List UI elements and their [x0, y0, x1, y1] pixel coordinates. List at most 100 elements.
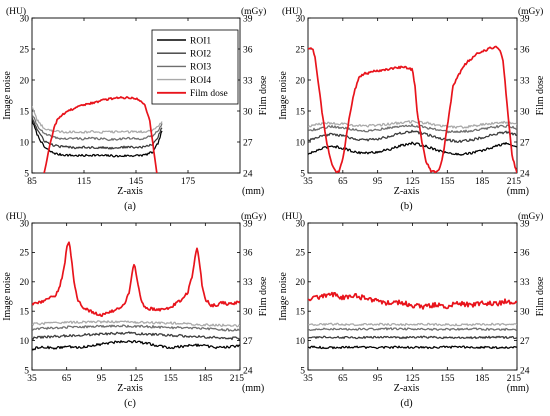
y2-tick-label: 24 [243, 169, 253, 179]
y2-axis-title: Film dose [258, 75, 269, 115]
y2-tick-label: 24 [520, 169, 530, 179]
y-tick-label: 30 [20, 14, 30, 24]
y2-axis-title: Film dose [258, 276, 269, 316]
y2-tick-label: 24 [243, 366, 253, 376]
series-line-roi4 [308, 322, 517, 327]
y2-tick-label: 36 [520, 249, 530, 259]
y-tick-label: 10 [296, 337, 306, 347]
x-axis-title: Z-axis [394, 383, 420, 394]
data-layer [308, 291, 517, 350]
y-tick-label: 15 [296, 308, 306, 318]
panel-label: (a) [124, 201, 136, 212]
right-unit-label: (mGy) [518, 6, 543, 17]
y2-tick-label: 30 [520, 107, 530, 117]
legend-entry-label: ROI3 [190, 63, 211, 73]
y2-tick-label: 27 [243, 138, 253, 148]
x-tick-label: 175 [181, 177, 196, 187]
x-tick-label: 85 [27, 177, 37, 187]
y2-tick-label: 30 [520, 308, 530, 318]
y-tick-label: 20 [20, 278, 30, 288]
y-tick-label: 15 [296, 107, 306, 117]
y-axis-title: Image noise [2, 272, 13, 321]
y-tick-label: 5 [300, 366, 305, 376]
series-line-roi1 [32, 340, 240, 351]
right-unit-label: (mGy) [241, 6, 266, 17]
series-line-film-dose [308, 291, 517, 310]
y-axis-title: Image noise [2, 71, 13, 120]
x-tick-label: 125 [129, 374, 144, 384]
data-layer [32, 95, 163, 173]
left-unit-label: (HU) [282, 211, 302, 222]
y2-tick-label: 33 [520, 278, 530, 288]
x-tick-label: 115 [77, 177, 91, 187]
y-axis-title: Image noise [278, 71, 289, 120]
x-tick-label: 65 [338, 177, 348, 187]
series-line-roi2 [308, 335, 517, 340]
y-tick-label: 20 [296, 278, 306, 288]
y-tick-label: 10 [20, 337, 30, 347]
y2-tick-label: 39 [243, 14, 253, 24]
y2-tick-label: 33 [243, 278, 253, 288]
x-tick-label: 35 [303, 177, 313, 187]
y-tick-label: 20 [20, 76, 30, 86]
legend: ROI1 ROI2 ROI3 ROI4 Film dose [151, 29, 239, 105]
left-unit-label: (HU) [6, 6, 26, 17]
x-unit-label: (mm) [507, 383, 529, 394]
x-tick-label: 145 [129, 177, 144, 187]
y2-tick-label: 27 [243, 337, 253, 347]
series-line-roi2 [32, 116, 163, 150]
y-tick-label: 20 [296, 76, 306, 86]
y2-tick-label: 36 [520, 45, 530, 55]
y-axis-title: Image noise [278, 272, 289, 321]
x-tick-label: 185 [475, 374, 490, 384]
data-layer [308, 45, 517, 173]
series-line-roi1 [308, 345, 517, 350]
y-tick-label: 25 [296, 249, 306, 259]
panel-label: (c) [124, 398, 136, 409]
series-line-roi3 [32, 113, 163, 142]
x-tick-label: 185 [475, 177, 490, 187]
series-line-film-dose [43, 95, 158, 173]
x-tick-label: 185 [198, 374, 213, 384]
y-tick-label: 30 [296, 14, 306, 24]
y2-axis-title: Film dose [535, 75, 546, 115]
y-tick-label: 25 [296, 45, 306, 55]
x-axis-title: Z-axis [117, 383, 143, 394]
y2-tick-label: 30 [243, 308, 253, 318]
y2-axis-title: Film dose [535, 276, 546, 316]
y-tick-label: 10 [296, 138, 306, 148]
y-tick-label: 5 [24, 169, 29, 179]
y2-tick-label: 27 [520, 138, 530, 148]
x-tick-label: 215 [230, 374, 245, 384]
series-line-roi4 [308, 120, 517, 129]
y2-tick-label: 33 [520, 76, 530, 86]
chart-panel: 85 115 145 175 5 10 15 20 25 30 24 27 30 33 36 39 (HU) (m… [2, 6, 269, 212]
legend-entry-label: ROI4 [190, 76, 211, 86]
panel-label: (d) [400, 398, 413, 409]
chart-panel: 35 65 95 125 155 185 215 5 10 15 20 25 30 24 27 30 33 36 3… [278, 211, 546, 409]
chart-panel: 35 65 95 125 155 185 215 5 10 15 20 25 30 24 27 30 33 36 3… [278, 6, 546, 212]
y-tick-label: 30 [20, 219, 30, 229]
y2-tick-label: 27 [520, 337, 530, 347]
chart-panel: 35 65 95 125 155 185 215 5 10 15 20 25 30 24 27 30 33 36 3… [2, 211, 269, 409]
x-unit-label: (mm) [242, 383, 264, 394]
series-line-film-dose [32, 241, 240, 318]
x-tick-label: 95 [97, 374, 107, 384]
x-tick-label: 35 [303, 374, 313, 384]
x-tick-label: 125 [405, 177, 420, 187]
series-line-film-dose [308, 45, 517, 173]
series-line-roi2 [308, 129, 517, 143]
y2-tick-label: 39 [520, 219, 530, 229]
left-unit-label: (HU) [282, 6, 302, 17]
x-tick-label: 95 [373, 374, 383, 384]
x-tick-label: 155 [440, 374, 455, 384]
x-tick-label: 155 [440, 177, 455, 187]
right-unit-label: (mGy) [241, 211, 266, 222]
x-tick-label: 65 [62, 374, 72, 384]
y2-tick-label: 39 [243, 219, 253, 229]
x-tick-label: 65 [338, 374, 348, 384]
x-axis-title: Z-axis [394, 186, 420, 197]
y2-tick-label: 39 [520, 14, 530, 24]
series-line-roi4 [32, 320, 240, 328]
series-line-roi2 [32, 331, 240, 341]
